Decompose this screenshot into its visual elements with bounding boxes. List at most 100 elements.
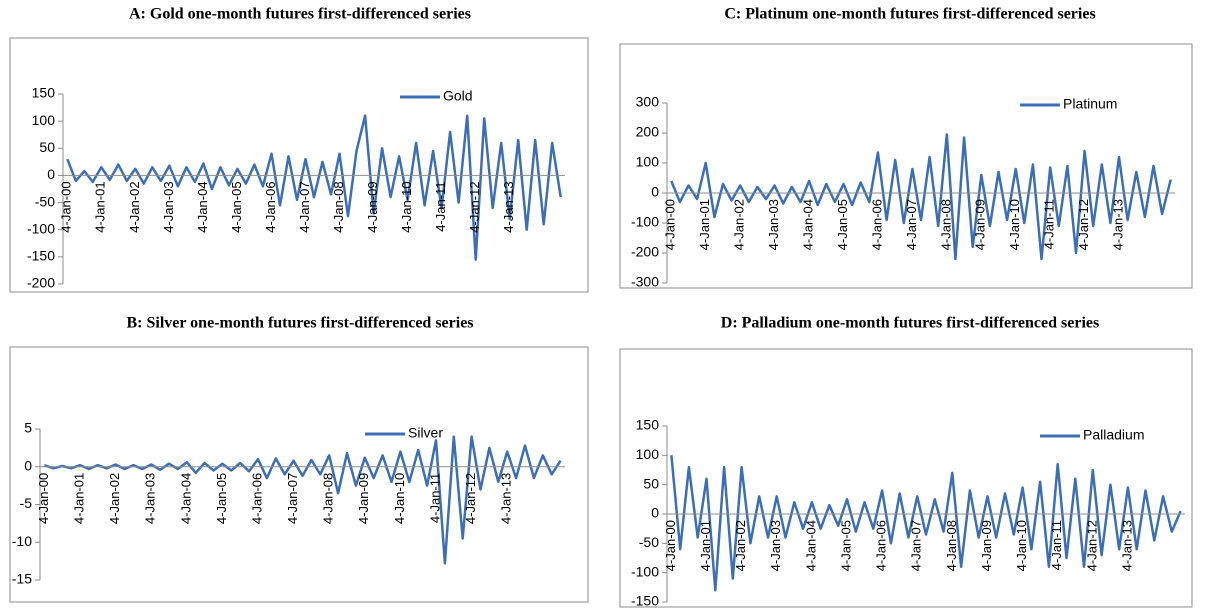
x-tick-label: 4-Jan-13 <box>501 181 516 232</box>
x-tick-label: 4-Jan-05 <box>835 199 850 250</box>
x-tick-label: 4-Jan-08 <box>944 520 959 571</box>
x-tick-label: 4-Jan-06 <box>869 199 884 250</box>
x-tick-label: 4-Jan-07 <box>904 199 919 250</box>
x-tick-label: 4-Jan-07 <box>297 181 312 232</box>
y-tick-label: -150 <box>631 593 659 609</box>
x-tick-label: 4-Jan-01 <box>93 181 108 232</box>
y-tick-label: 5 <box>24 420 32 436</box>
y-tick-label: 50 <box>643 475 659 491</box>
chart-border <box>619 348 1193 608</box>
x-tick-label: 4-Jan-02 <box>127 181 142 232</box>
y-tick-label: -100 <box>27 220 55 236</box>
x-tick-label: 4-Jan-10 <box>399 181 414 232</box>
y-tick-label: -15 <box>12 571 32 587</box>
x-tick-label: 4-Jan-09 <box>979 520 994 571</box>
x-tick-label: 4-Jan-11 <box>427 473 442 523</box>
chart-panel: D: Palladium one-month futures first-dif… <box>619 315 1193 609</box>
legend-label: Palladium <box>1083 427 1144 443</box>
x-tick-label: 4-Jan-07 <box>285 473 300 524</box>
x-tick-label: 4-Jan-00 <box>36 473 51 524</box>
legend-label: Platinum <box>1063 96 1117 112</box>
x-tick-label: 4-Jan-12 <box>467 181 482 232</box>
y-tick-label: -150 <box>27 248 55 264</box>
x-tick-label: 4-Jan-02 <box>732 199 747 250</box>
x-tick-label: 4-Jan-03 <box>768 520 783 571</box>
x-tick-label: 4-Jan-06 <box>874 520 889 571</box>
x-tick-label: 4-Jan-10 <box>1007 199 1022 250</box>
x-tick-label: 4-Jan-02 <box>733 520 748 571</box>
chart-border <box>619 43 1193 289</box>
x-tick-label: 4-Jan-07 <box>909 520 924 571</box>
x-tick-label: 4-Jan-13 <box>499 473 514 524</box>
x-tick-label: 4-Jan-10 <box>392 473 407 524</box>
y-tick-label: -10 <box>12 533 32 549</box>
x-tick-label: 4-Jan-12 <box>1076 199 1091 250</box>
chart-border <box>9 37 589 293</box>
y-tick-label: -50 <box>639 534 659 550</box>
x-tick-label: 4-Jan-00 <box>663 199 678 250</box>
x-tick-label: 4-Jan-03 <box>143 473 158 524</box>
data-line <box>66 114 562 261</box>
x-tick-label: 4-Jan-05 <box>838 520 853 571</box>
y-tick-label: 200 <box>636 124 660 140</box>
x-tick-label: 4-Jan-11 <box>433 181 448 231</box>
y-tick-label: -100 <box>631 563 659 579</box>
data-line <box>670 455 1182 592</box>
x-tick-label: 4-Jan-13 <box>1119 520 1134 571</box>
x-tick-label: 4-Jan-06 <box>249 473 264 524</box>
x-tick-label: 4-Jan-09 <box>365 181 380 232</box>
y-tick-label: 150 <box>32 85 56 101</box>
chart-border <box>9 346 589 603</box>
x-tick-label: 4-Jan-01 <box>698 520 713 571</box>
y-tick-label: -200 <box>27 275 55 291</box>
chart-panel: A: Gold one-month futures first-differen… <box>9 6 589 293</box>
y-tick-label: 150 <box>636 417 660 433</box>
x-tick-label: 4-Jan-04 <box>803 520 818 571</box>
x-tick-label: 4-Jan-09 <box>973 199 988 250</box>
chart-title: C: Platinum one-month futures first-diff… <box>724 6 1095 23</box>
x-tick-label: 4-Jan-03 <box>766 199 781 250</box>
x-tick-label: 4-Jan-12 <box>463 473 478 524</box>
chart-title: B: Silver one-month futures first-differ… <box>126 315 473 332</box>
y-tick-label: -200 <box>631 244 659 260</box>
x-tick-label: 4-Jan-08 <box>331 181 346 232</box>
x-tick-label: 4-Jan-10 <box>1014 520 1029 571</box>
x-tick-label: 4-Jan-08 <box>321 473 336 524</box>
x-tick-label: 4-Jan-02 <box>107 473 122 524</box>
y-tick-label: 100 <box>32 112 56 128</box>
y-tick-label: 100 <box>636 154 660 170</box>
x-tick-label: 4-Jan-05 <box>214 473 229 524</box>
data-line <box>670 133 1172 261</box>
x-tick-label: 4-Jan-09 <box>356 473 371 524</box>
y-tick-label: 0 <box>24 457 32 473</box>
chart-title: A: Gold one-month futures first-differen… <box>129 6 471 23</box>
y-tick-label: 50 <box>39 139 55 155</box>
x-tick-label: 4-Jan-12 <box>1084 520 1099 571</box>
legend-label: Silver <box>408 425 443 441</box>
x-tick-label: 4-Jan-01 <box>71 473 86 524</box>
y-tick-label: -300 <box>631 274 659 290</box>
legend-label: Gold <box>443 88 473 104</box>
x-tick-label: 4-Jan-01 <box>697 199 712 250</box>
y-tick-label: 300 <box>636 94 660 110</box>
x-tick-label: 4-Jan-05 <box>229 181 244 232</box>
chart-title: D: Palladium one-month futures first-dif… <box>721 315 1099 332</box>
y-tick-label: 0 <box>651 184 659 200</box>
y-tick-label: -5 <box>20 495 33 511</box>
x-tick-label: 4-Jan-11 <box>1049 520 1064 570</box>
x-tick-label: 4-Jan-04 <box>195 181 210 232</box>
y-tick-label: -100 <box>631 214 659 230</box>
x-tick-label: 4-Jan-13 <box>1110 199 1125 250</box>
x-tick-label: 4-Jan-08 <box>938 199 953 250</box>
x-tick-label: 4-Jan-03 <box>161 181 176 232</box>
x-tick-label: 4-Jan-11 <box>1042 199 1057 249</box>
chart-panel: C: Platinum one-month futures first-diff… <box>619 6 1193 290</box>
x-tick-label: 4-Jan-06 <box>263 181 278 232</box>
y-tick-label: 0 <box>651 505 659 521</box>
y-tick-label: 100 <box>636 446 660 462</box>
y-tick-label: -50 <box>35 193 55 209</box>
chart-panel: B: Silver one-month futures first-differ… <box>9 315 589 603</box>
y-tick-label: 0 <box>47 166 55 182</box>
x-tick-label: 4-Jan-00 <box>59 181 74 232</box>
